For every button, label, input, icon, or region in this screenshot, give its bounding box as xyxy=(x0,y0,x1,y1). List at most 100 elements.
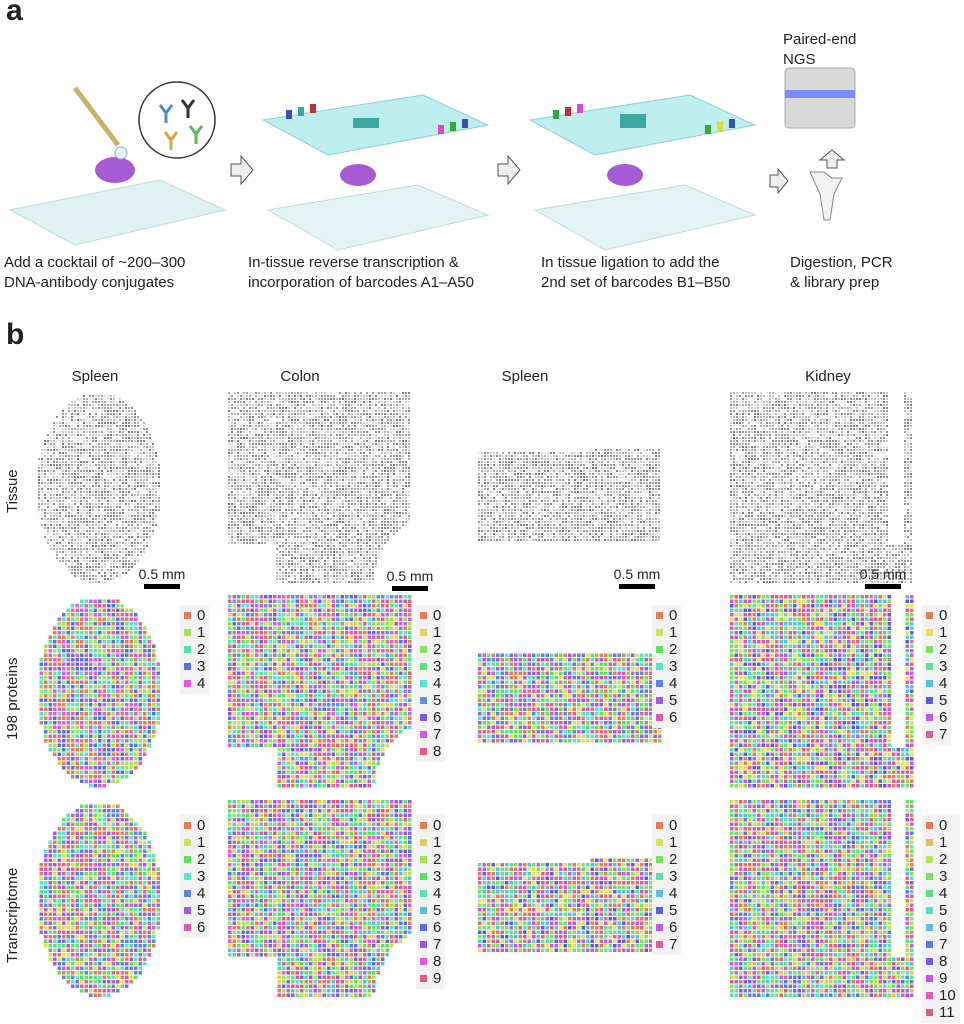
tissue-pixel xyxy=(101,470,103,472)
tissue-pixel xyxy=(86,464,88,466)
tissue-pixel xyxy=(116,470,118,472)
cluster-pixel xyxy=(98,644,102,648)
cluster-pixel xyxy=(134,890,138,894)
cluster-pixel xyxy=(125,939,129,943)
arrow-right-icon xyxy=(497,154,521,186)
cluster-pixel xyxy=(75,761,79,765)
tissue-pixel xyxy=(149,476,151,478)
tissue-pixel xyxy=(312,431,314,433)
tissue-pixel xyxy=(47,518,49,520)
tissue-pixel xyxy=(324,407,326,409)
cluster-pixel xyxy=(48,662,52,666)
tissue-pixel xyxy=(387,437,389,439)
tissue-pixel xyxy=(113,578,115,580)
tissue-pixel xyxy=(330,440,332,442)
tissue-pixel xyxy=(44,464,46,466)
tissue-pixel xyxy=(53,431,55,433)
cluster-pixel xyxy=(62,613,66,617)
tissue-pixel xyxy=(116,509,118,511)
cluster-pixel xyxy=(138,644,142,648)
cluster-pixel xyxy=(53,944,57,948)
tissue-pixel xyxy=(56,545,58,547)
cluster-pixel xyxy=(125,867,129,871)
tissue-pixel xyxy=(110,395,112,397)
tissue-pixel xyxy=(65,542,67,544)
tissue-pixel xyxy=(68,521,70,523)
cluster-pixel xyxy=(48,694,52,698)
cluster-pixel xyxy=(66,930,70,934)
cluster-pixel xyxy=(71,975,75,979)
tissue-pixel xyxy=(62,518,64,520)
tissue-pixel xyxy=(279,404,281,406)
cluster-pixel xyxy=(71,761,75,765)
cluster-pixel xyxy=(93,707,97,711)
tissue-pixel xyxy=(345,410,347,412)
cluster-pixel xyxy=(57,698,61,702)
tissue-pixel xyxy=(291,428,293,430)
tissue-pixel xyxy=(381,437,383,439)
cluster-pixel xyxy=(111,840,115,844)
tissue-pixel xyxy=(107,440,109,442)
tissue-pixel xyxy=(95,575,97,577)
tissue-pixel xyxy=(375,404,377,406)
tissue-pixel xyxy=(131,509,133,511)
tissue-pixel xyxy=(140,485,142,487)
cluster-pixel xyxy=(116,840,120,844)
cluster-pixel xyxy=(98,980,102,984)
tissue-pixel xyxy=(363,401,365,403)
tissue-pixel xyxy=(65,530,67,532)
cluster-pixel xyxy=(125,831,129,835)
tissue-pixel xyxy=(327,404,329,406)
cluster-pixel xyxy=(71,962,75,966)
tissue-pixel xyxy=(384,392,386,394)
cluster-pixel xyxy=(66,885,70,889)
tissue-pixel xyxy=(140,512,142,514)
cluster-pixel xyxy=(156,876,160,880)
tissue-pixel xyxy=(95,569,97,571)
tissue-pixel xyxy=(125,458,127,460)
cluster-pixel xyxy=(57,761,61,765)
tissue-pixel xyxy=(68,485,70,487)
tissue-pixel xyxy=(59,533,61,535)
tissue-pixel xyxy=(354,440,356,442)
tissue-pixel xyxy=(110,557,112,559)
cluster-pixel xyxy=(84,761,88,765)
tissue-pixel xyxy=(104,422,106,424)
tissue-pixel xyxy=(86,416,88,418)
tissue-pixel xyxy=(53,476,55,478)
tissue-pixel xyxy=(288,416,290,418)
tissue-pixel xyxy=(53,539,55,541)
tissue-pixel xyxy=(300,395,302,397)
tissue-pixel xyxy=(137,440,139,442)
tissue-pixel xyxy=(113,422,115,424)
tissue-pixel xyxy=(71,407,73,409)
tissue-pixel xyxy=(77,425,79,427)
tissue-pixel xyxy=(306,425,308,427)
tissue-pixel xyxy=(89,473,91,475)
tissue-pixel xyxy=(92,566,94,568)
tissue-pixel xyxy=(282,422,284,424)
cluster-pixel xyxy=(125,876,129,880)
tissue-pixel xyxy=(237,437,239,439)
cluster-pixel xyxy=(98,698,102,702)
tissue-pixel xyxy=(300,422,302,424)
tissue-pixel xyxy=(62,482,64,484)
tissue-pixel xyxy=(348,395,350,397)
tissue-pixel xyxy=(59,431,61,433)
tissue-pixel xyxy=(399,416,401,418)
cluster-pixel xyxy=(57,622,61,626)
tissue-pixel xyxy=(131,527,133,529)
tissue-pixel xyxy=(122,536,124,538)
cluster-pixel xyxy=(80,917,84,921)
cluster-pixel xyxy=(62,921,66,925)
tissue-pixel xyxy=(140,479,142,481)
cluster-pixel xyxy=(98,730,102,734)
tissue-pixel xyxy=(234,431,236,433)
cluster-pixel xyxy=(125,653,129,657)
tissue-pixel xyxy=(44,449,46,451)
cluster-pixel xyxy=(89,867,93,871)
cluster-pixel xyxy=(66,894,70,898)
tissue-pixel xyxy=(137,455,139,457)
tissue-pixel xyxy=(378,404,380,406)
tissue-pixel xyxy=(119,509,121,511)
